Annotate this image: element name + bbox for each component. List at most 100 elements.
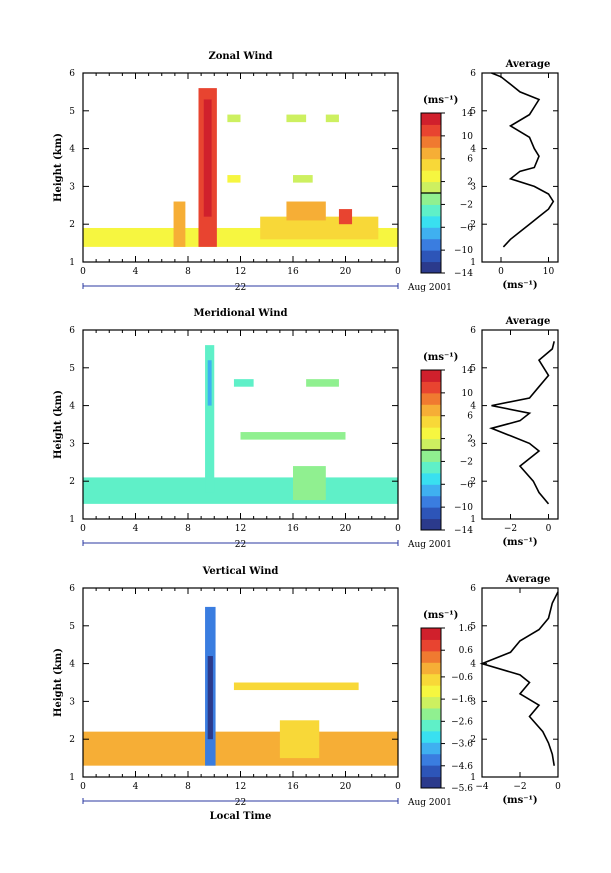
colorbar-tick-label: 0.6 — [459, 646, 474, 656]
colorbar-tick-label: −6 — [460, 223, 474, 233]
colorbar-segment — [421, 227, 441, 240]
x-tick-label: 8 — [185, 267, 191, 277]
y-tick-label: 2 — [69, 477, 75, 487]
colorbar-segment — [421, 696, 441, 709]
profile-y-tick-label: 3 — [470, 182, 476, 192]
x-tick-label: 16 — [287, 782, 299, 792]
colorbar-frame — [420, 627, 442, 789]
x-tick-label: 0 — [395, 524, 401, 534]
colorbar-unit: (ms⁻¹) — [423, 95, 458, 106]
x-axis-label: Local Time — [210, 811, 272, 822]
x-tick-label: 20 — [340, 524, 352, 534]
profile-y-tick-label: 1 — [470, 515, 476, 525]
colorbar-segment — [421, 238, 441, 251]
heatmap-cell — [233, 379, 254, 387]
y-tick-label: 6 — [69, 69, 75, 79]
colorbar-segment — [421, 776, 441, 789]
colorbar-segment — [421, 181, 441, 194]
x-tick-label: 12 — [235, 267, 246, 277]
colorbar-segment — [421, 518, 441, 531]
colorbar-tick-label: −14 — [454, 269, 473, 279]
colorbar-segment — [421, 484, 441, 497]
colorbar-segment — [421, 392, 441, 405]
heatmap-cell — [286, 201, 326, 221]
colorbar-segment — [421, 193, 441, 205]
heatmap-cell — [205, 345, 215, 493]
profile-x-tick-label: −2 — [504, 524, 517, 534]
colorbar-segment — [421, 124, 441, 137]
heatmap-cell — [173, 201, 186, 247]
panel-title: Meridional Wind — [193, 308, 287, 319]
colorbar-segment — [421, 438, 441, 451]
profile-y-tick-label: 6 — [470, 326, 476, 336]
heatmap-cell — [325, 114, 339, 123]
colorbar-segment — [421, 450, 441, 462]
colorbar-segment — [421, 204, 441, 217]
colorbar-tick-label: 14 — [462, 366, 474, 376]
colorbar-segment — [421, 673, 441, 686]
colorbar-segment — [421, 628, 441, 640]
colorbar-tick-label: −6 — [460, 480, 474, 490]
heatmap-cell — [293, 466, 326, 501]
heatmap-cell — [286, 114, 307, 123]
profile-y-tick-label: 4 — [470, 660, 476, 670]
profile-y-tick-label: 2 — [470, 220, 476, 230]
profile-x-tick-label: 0 — [546, 524, 552, 534]
colorbar-tick-label: −14 — [454, 526, 473, 536]
profile-frame — [481, 72, 559, 263]
heatmap-cell — [83, 477, 398, 504]
colorbar-segment — [421, 113, 441, 125]
profile-y-tick-label: 1 — [470, 773, 476, 783]
y-tick-label: 4 — [69, 660, 75, 670]
date-label: Aug 2001 — [407, 283, 452, 293]
y-axis-label: Height (km) — [53, 133, 64, 202]
x-tick-label: 0 — [395, 782, 401, 792]
profile-x-tick-label: −4 — [475, 782, 489, 792]
colorbar-tick-label: −5.6 — [451, 784, 473, 794]
profile-title: Average — [505, 59, 551, 70]
panel-title: Zonal Wind — [208, 51, 272, 62]
heatmap-cell — [227, 175, 241, 183]
colorbar-segment — [421, 685, 441, 698]
date-label: Aug 2001 — [407, 540, 452, 550]
colorbar-segment — [421, 250, 441, 263]
colorbar-segment — [421, 381, 441, 394]
colorbar-tick-label: −3.6 — [451, 740, 473, 750]
heatmap-cell — [207, 656, 213, 740]
x-tick-label: 8 — [185, 524, 191, 534]
x-tick-label: 4 — [133, 267, 139, 277]
colorbar-segment — [421, 662, 441, 675]
colorbar-tick-label: −10 — [454, 503, 473, 513]
colorbar-segment — [421, 639, 441, 652]
profile-y-tick-label: 2 — [470, 477, 476, 487]
heatmap-cell — [233, 682, 359, 691]
profile-frame — [481, 587, 559, 778]
colorbar-segment — [421, 472, 441, 485]
profile-y-tick-label: 5 — [470, 622, 476, 632]
heatmap-cell — [293, 175, 313, 183]
panel-title: Vertical Wind — [202, 566, 279, 577]
profile-y-tick-label: 6 — [470, 69, 476, 79]
profile-y-tick-label: 6 — [470, 584, 476, 594]
profile-y-tick-label: 4 — [470, 145, 476, 155]
colorbar-segment — [421, 170, 441, 183]
colorbar-tick-label: 10 — [462, 132, 474, 142]
colorbar-tick-label: 1.6 — [459, 624, 474, 634]
colorbar-segment — [421, 404, 441, 417]
y-tick-label: 4 — [69, 145, 75, 155]
x-tick-label: 0 — [395, 267, 401, 277]
heatmap-cell — [240, 432, 346, 440]
profile-y-tick-label: 1 — [470, 258, 476, 268]
colorbar-tick-label: 6 — [467, 155, 473, 165]
colorbar-segment — [421, 753, 441, 766]
colorbar-tick-label: −2 — [460, 200, 473, 210]
day-label: 22 — [235, 798, 246, 808]
colorbar-tick-label: −4.6 — [451, 762, 473, 772]
profile-y-tick-label: 3 — [470, 697, 476, 707]
x-tick-label: 12 — [235, 782, 246, 792]
colorbar-tick-label: 2 — [467, 435, 473, 445]
y-tick-label: 2 — [69, 735, 75, 745]
x-tick-label: 0 — [80, 267, 86, 277]
